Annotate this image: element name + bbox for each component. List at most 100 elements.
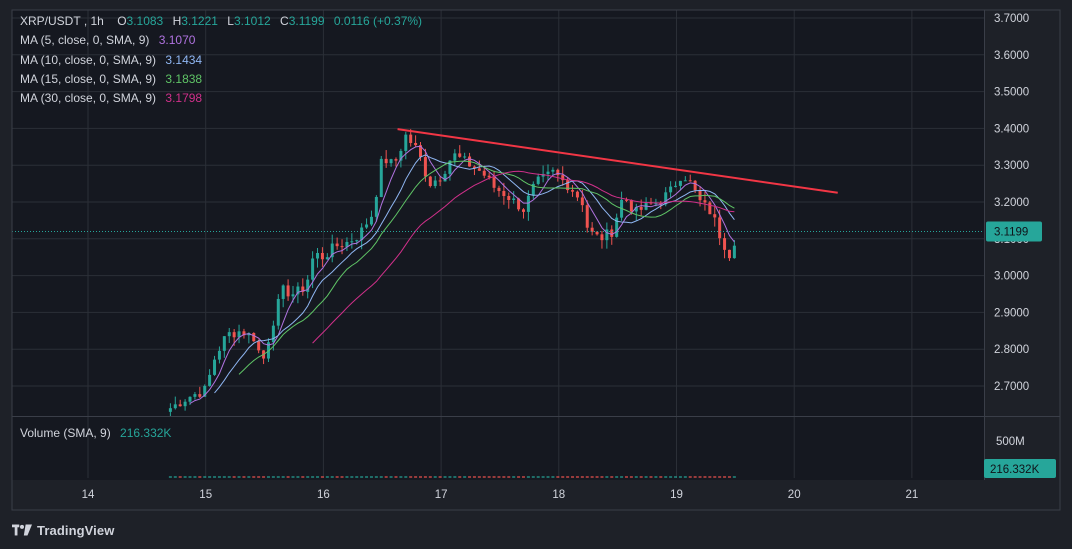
volume-bar [683,476,687,478]
volume-bar [262,476,266,478]
candle-body [546,171,550,174]
candle-body [693,180,697,191]
ohlc-header[interactable]: XRP/USDT , 1h O3.1083 H3.1221 L3.1012 C3… [20,14,423,28]
high-value: 3.1221 [181,14,218,28]
last-price-badge: 3.1199 [986,221,1042,242]
candle-body [423,157,427,177]
candle-body [355,240,359,242]
volume-bar [615,476,619,478]
grid-lines [12,10,984,478]
price-tick-label[interactable]: 2.7000 [994,381,1029,393]
indicator-ma30[interactable]: MA (30, close, 0, SMA, 9) 3.1798 [20,89,422,108]
candle-body [291,294,295,297]
volume-bar [232,476,236,478]
candle-body [512,198,516,201]
volume-bar [384,476,388,478]
volume-bar [213,476,217,478]
volume-bar [713,476,717,478]
symbol-name[interactable]: XRP/USDT [20,14,81,28]
volume-bar [566,476,570,478]
candle-body [188,396,192,402]
candle-body [703,200,707,203]
candlestick-series [168,129,736,416]
indicator-ma5[interactable]: MA (5, close, 0, SMA, 9) 3.1070 [20,31,422,50]
interval-label[interactable]: 1h [90,14,104,28]
price-tick-label[interactable]: 3.2000 [994,197,1029,209]
plot-background [12,10,984,480]
price-tick-label[interactable]: 3.4000 [994,123,1029,135]
volume-bar [708,476,712,478]
price-axis[interactable]: 3.70003.60003.50003.40003.30003.20003.10… [994,13,1029,393]
candle-body [683,180,687,182]
price-tick-label[interactable]: 3.5000 [994,87,1029,99]
open-label: O [117,14,127,28]
candle-body [585,205,589,228]
volume-bar [188,476,192,478]
volume-bar [350,476,354,478]
volume-bar [585,476,589,478]
volume-bar [316,476,320,478]
time-tick-label[interactable]: 20 [788,489,801,501]
volume-bar [198,476,202,478]
volume-bar [237,476,241,478]
time-tick-label[interactable]: 18 [552,489,565,501]
time-tick-label[interactable]: 19 [670,489,683,501]
volume-bars [168,476,736,478]
volume-bar [340,476,344,478]
candle-body [659,203,663,205]
high-label: H [172,14,182,28]
chart-legend[interactable]: XRP/USDT , 1h O3.1083 H3.1221 L3.1012 C3… [20,12,422,108]
volume-bar [438,476,442,478]
volume-bar [674,476,678,478]
volume-bar [222,476,226,478]
candle-body [350,241,354,243]
volume-bar [428,476,432,478]
price-tick-label[interactable]: 2.9000 [994,307,1029,319]
candle-body [472,166,476,169]
candle-body [541,173,545,177]
time-tick-label[interactable]: 16 [317,489,330,501]
volume-legend[interactable]: Volume (SMA, 9) 216.332K [20,426,171,440]
volume-bar [487,476,491,478]
price-tick-label[interactable]: 3.7000 [994,13,1029,25]
candle-body [428,176,432,187]
candle-body [507,196,511,201]
price-tick-label[interactable]: 3.6000 [994,50,1029,62]
brand-footer[interactable]: TradingView [12,520,114,540]
time-axis[interactable]: 14 15 16 17 18 19 20 21 [82,489,919,501]
candle-body [242,331,246,336]
indicator-ma10[interactable]: MA (10, close, 0, SMA, 9) 3.1434 [20,51,422,70]
volume-bar [193,476,197,478]
volume-bar [575,476,579,478]
candle-body [580,197,584,206]
candle-body [217,350,221,360]
candle-body [183,401,187,407]
trendline[interactable] [397,128,838,194]
price-tick-label[interactable]: 3.0000 [994,271,1029,283]
volume-bar [482,476,486,478]
candle-body [723,238,727,250]
volume-bar [551,476,555,478]
price-tick-label[interactable]: 3.3000 [994,160,1029,172]
time-tick-label[interactable]: 14 [82,489,95,501]
time-tick-label[interactable]: 21 [906,489,919,501]
volume-bar [639,476,643,478]
candle-body [325,257,329,260]
candle-body [414,142,418,146]
candle-body [556,169,560,176]
volume-bar [517,476,521,478]
price-tick-label[interactable]: 2.8000 [994,344,1029,356]
volume-bar [659,476,663,478]
time-tick-label[interactable]: 17 [435,489,448,501]
volume-bar [693,476,697,478]
candle-body [208,374,212,386]
candle-body [639,207,643,210]
volume-bar [526,476,530,478]
time-tick-label[interactable]: 15 [199,489,212,501]
volume-bar [208,476,212,478]
volume-bar [203,476,207,478]
indicator-ma15[interactable]: MA (15, close, 0, SMA, 9) 3.1838 [20,70,422,89]
candle-body [654,203,658,205]
